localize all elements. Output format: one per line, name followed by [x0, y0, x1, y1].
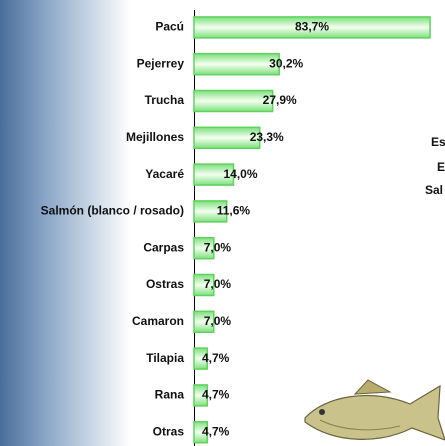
- fish-illustration: [305, 380, 445, 440]
- value-label: 30,2%: [269, 56, 303, 70]
- category-label: Yacaré: [145, 167, 184, 181]
- chart: Es E Sal Pacú 83,7% Pejerrey 30,2% Trucha 27,…: [0, 0, 445, 446]
- category-label: Camaron: [132, 314, 184, 328]
- value-label: 83,7%: [295, 20, 329, 34]
- value-label: 7,0%: [204, 277, 232, 291]
- category-label: Rana: [155, 388, 185, 402]
- category-label: Ostras: [146, 277, 184, 291]
- bar: [194, 91, 273, 112]
- category-label: Pejerrey: [137, 56, 185, 70]
- category-label: Otras: [153, 424, 185, 438]
- category-label: Mejillones: [126, 130, 184, 144]
- background: [0, 0, 130, 446]
- side-text: E: [437, 160, 445, 174]
- category-label: Carpas: [143, 240, 184, 254]
- category-label: Tilapia: [146, 351, 184, 365]
- value-label: 7,0%: [204, 240, 232, 254]
- value-label: 11,6%: [217, 204, 251, 218]
- value-label: 4,7%: [202, 424, 230, 438]
- value-label: 27,9%: [263, 93, 297, 107]
- category-label: Trucha: [145, 93, 185, 107]
- value-label: 14,0%: [223, 167, 257, 181]
- side-text: Sal: [425, 183, 443, 197]
- value-label: 4,7%: [202, 388, 230, 402]
- value-label: 23,3%: [250, 130, 284, 144]
- value-label: 7,0%: [204, 314, 232, 328]
- side-notes: Es E Sal: [425, 135, 445, 197]
- value-label: 4,7%: [202, 351, 230, 365]
- side-text: Es: [431, 135, 445, 149]
- category-label: Pacú: [155, 20, 184, 34]
- bar: [194, 54, 279, 75]
- category-label: Salmón (blanco / rosado): [41, 204, 184, 218]
